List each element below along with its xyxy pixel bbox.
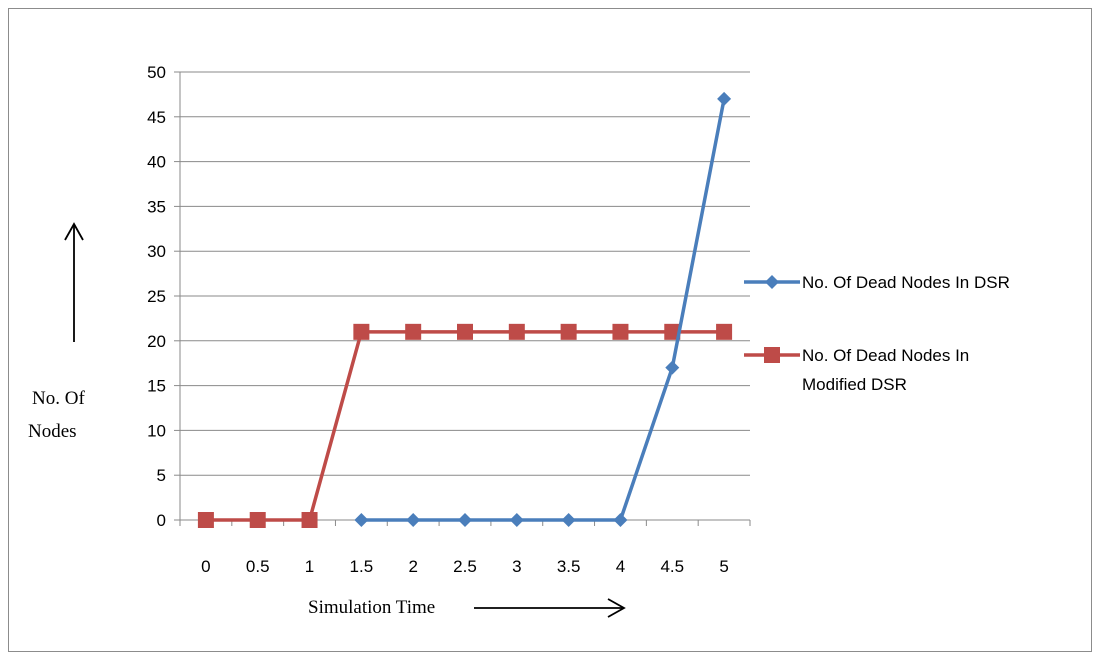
x-tick-label: 1 [305,557,314,576]
data-point [354,513,369,527]
data-point [664,323,681,340]
data-point [301,512,318,528]
y-tick-label: 5 [157,466,166,485]
y-axis-up-arrow-head-icon [64,222,84,241]
data-point [353,323,370,340]
x-tick-label: 0.5 [246,557,270,576]
x-tick-label: 1.5 [350,557,374,576]
y-axis-label-line-1: No. Of [32,388,85,409]
x-tick-label: 4.5 [660,557,684,576]
legend-label: Modified DSR [802,375,907,394]
data-point [613,513,628,527]
legend-swatch-marker [764,347,780,363]
y-tick-label: 10 [147,421,166,440]
y-tick-label: 50 [147,63,166,82]
x-tick-label: 2 [408,557,417,576]
data-point [561,513,576,527]
legend-entry-1: No. Of Dead Nodes In DSR [744,273,1010,292]
y-tick-labels: 0 5 10 15 20 25 30 35 40 45 50 [147,63,166,530]
series-2 [197,323,733,528]
legend: No. Of Dead Nodes In DSR No. Of Dead Node… [744,273,1010,394]
data-point [197,512,214,528]
y-tick-label: 45 [147,108,166,127]
x-axis-label: Simulation Time [308,597,435,618]
axes [174,71,751,526]
y-tick-label: 15 [147,377,166,396]
y-tick-label: 0 [157,511,166,530]
data-point [612,323,629,340]
legend-label: No. Of Dead Nodes In [802,346,969,365]
x-tick-label: 0 [201,557,210,576]
data-point [508,323,525,340]
data-point [665,360,680,375]
series-line [205,330,725,522]
x-tick-labels: 0 0.5 1 1.5 2 2.5 3 3.5 4 4.5 5 [201,557,729,576]
y-tick-label: 20 [147,332,166,351]
series-line [361,98,726,522]
x-tick-label: 4 [616,557,625,576]
y-axis-label-line-2: Nodes [28,421,77,442]
data-point [509,513,524,527]
data-point [458,513,472,527]
x-tick-label: 3.5 [557,557,581,576]
x-tick-label: 3 [512,557,521,576]
y-tick-label: 25 [147,287,166,306]
legend-entry-2: No. Of Dead Nodes In Modified DSR [744,346,969,394]
x-tick-label: 5 [719,557,728,576]
data-point [405,323,422,340]
y-tick-label: 30 [147,242,166,261]
x-axis-right-arrow-head-icon [607,598,626,618]
y-tick-label: 35 [147,197,166,216]
data-point [717,91,732,106]
series-group [197,91,733,528]
data-point [716,323,733,340]
gridlines [180,71,750,476]
y-tick-label: 40 [147,153,166,172]
series-1 [354,91,732,527]
chart-frame [8,8,1092,652]
x-tick-label: 2.5 [453,557,477,576]
legend-label: No. Of Dead Nodes In DSR [802,273,1010,292]
data-point [406,513,421,527]
data-point [457,323,473,340]
data-point [560,323,577,340]
legend-swatch-marker [765,275,779,289]
data-point [249,512,266,528]
